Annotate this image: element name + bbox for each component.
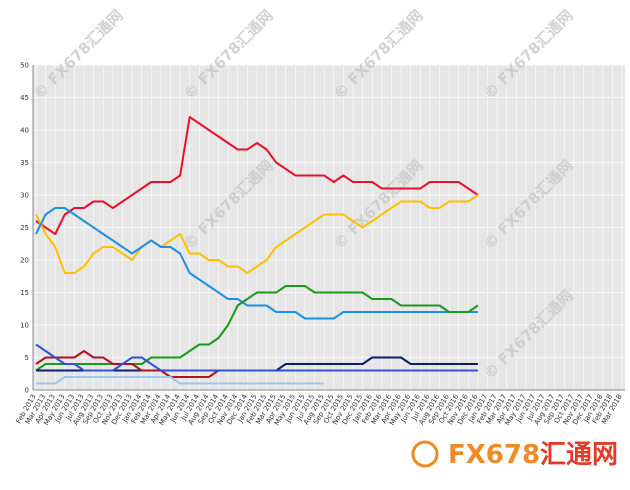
y-tick-label: 50 (20, 62, 29, 70)
y-tick-label: 25 (20, 224, 29, 232)
series-line (35, 116, 479, 235)
logo-right: 汇通网 (540, 440, 618, 470)
series-line (36, 376, 325, 385)
series-line (35, 343, 478, 372)
y-tick-label: 15 (20, 289, 29, 297)
y-tick-label: 30 (20, 192, 29, 200)
series-line (35, 194, 479, 274)
y-tick-label: 10 (20, 322, 29, 330)
y-tick-label: 35 (20, 159, 29, 167)
y-tick-label: 20 (20, 257, 29, 265)
series-line (35, 207, 478, 320)
logo-icon (411, 440, 439, 468)
series-line (35, 285, 479, 372)
y-tick-label: 45 (20, 94, 29, 102)
y-tick-label: 5 (25, 354, 29, 362)
logo-left: FX678 (448, 440, 540, 470)
y-tick-label: 40 (20, 127, 29, 135)
y-tick-label: 0 (25, 387, 29, 395)
